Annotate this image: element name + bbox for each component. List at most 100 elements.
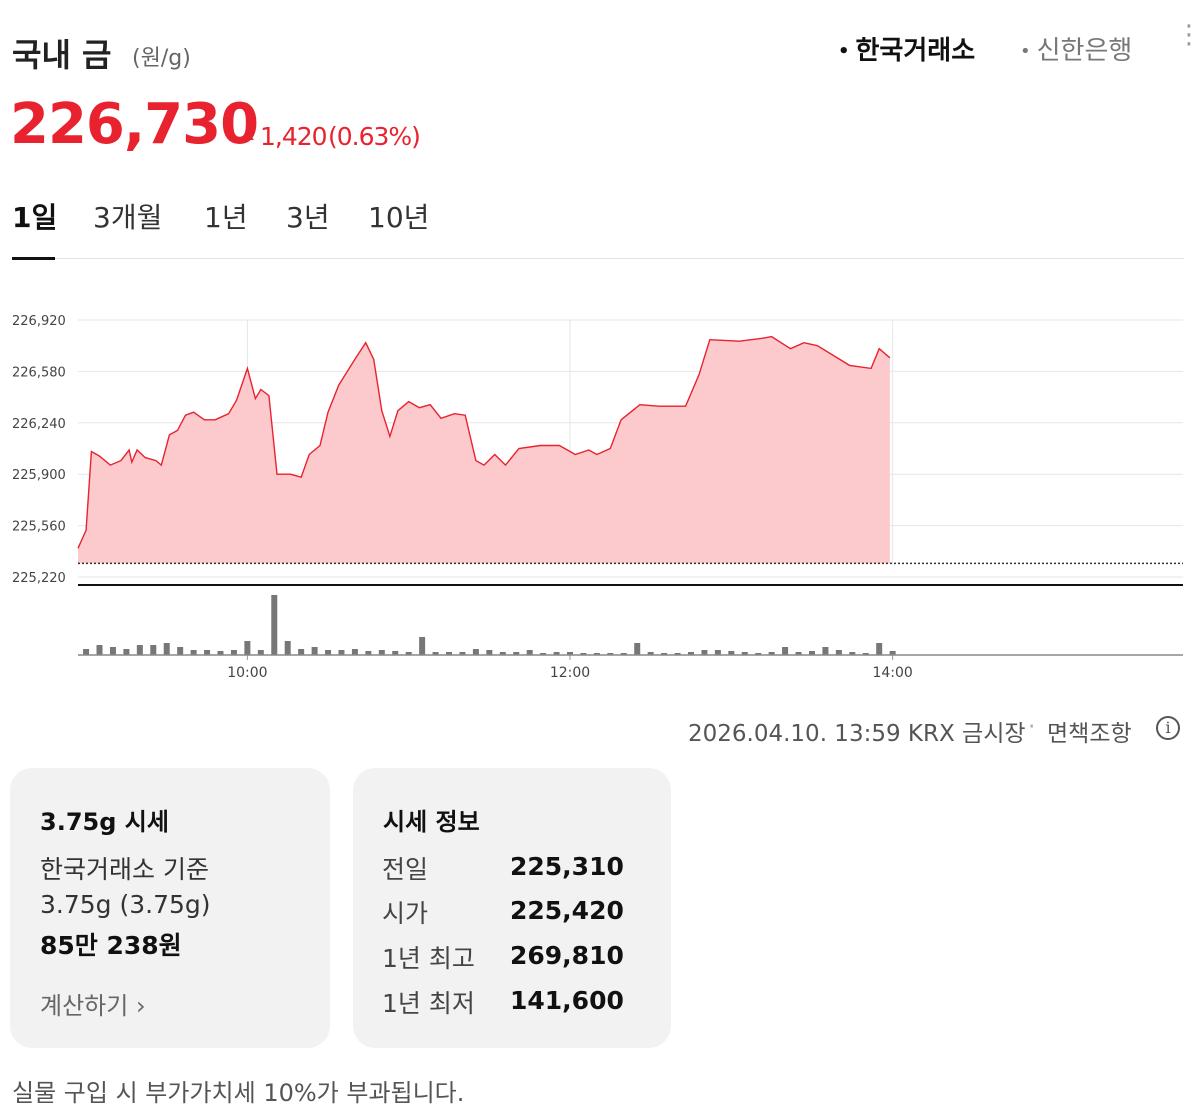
calc-link[interactable]: 계산하기 › [40,992,146,1020]
volume-bar [472,649,479,655]
volume-bar [83,649,90,655]
volume-bar [459,652,466,655]
volume-bar [311,647,318,655]
change-percent: (0.63%) [328,122,421,151]
price: 226,730 [10,92,259,157]
tab[interactable]: 10년 [368,201,430,234]
volume-bar [96,645,103,655]
tab[interactable]: 3년 [286,201,330,234]
volume-bar [177,647,184,655]
calc-text[interactable]: 계산하기 [40,992,129,1020]
volume-bar [338,650,345,655]
volume-bar [607,653,614,655]
volume-bar [540,653,547,655]
volume-bar [432,652,439,655]
volume-bar [150,645,157,655]
volume-bar [298,649,305,655]
volume-bar [244,641,251,655]
card-title: 3.75g 시세 [40,808,169,836]
volume-bar [526,650,533,655]
volume-bar [782,647,789,655]
x-tick-label: 10:00 [227,665,267,681]
row-value: 141,600 [510,986,624,1015]
volume-bar [580,653,587,655]
volume-bar [204,650,211,655]
tab[interactable]: 1년 [204,201,248,234]
volume-bar [284,641,291,655]
separator: · [1028,714,1036,740]
price-line [77,335,891,549]
unit: (원/g) [132,46,191,71]
volume-bar [499,652,506,655]
volume-bar [674,653,681,655]
tab-divider [12,258,1184,259]
row-label: 1년 최고 [382,944,475,973]
volume-bar [190,650,197,655]
card-text: 한국거래소 기준 [40,855,209,884]
volume-bar [661,653,668,655]
y-tick-label: 225,220 [12,571,66,586]
volume-bar [822,647,829,655]
volume-bar [889,651,896,655]
volume-bar [109,647,116,655]
row-label: 1년 최저 [382,989,475,1018]
volume-bar [795,652,802,655]
change: 1,420 [260,122,328,151]
y-tick-label: 225,900 [12,468,66,483]
x-tick-label: 14:00 [872,665,912,681]
volume-bar [392,651,399,655]
up-arrow [240,131,254,140]
tab[interactable]: 1일 [12,201,58,234]
volume-bar [768,652,775,655]
volume-bar [230,650,237,655]
timestamp: 2026.04.10. 13:59 KRX 금시장 [688,721,1026,747]
volume-bar [163,643,170,655]
volume-bar [835,650,842,655]
source-option[interactable]: 신한은행 [1020,30,1133,67]
disclaimer-link[interactable]: 면책조항 [1047,721,1132,747]
volume-bar [876,643,883,655]
row-label: 시가 [382,899,429,928]
card: 3.75g 시세 한국거래소 기준 3.75g (3.75g) 85만 238원… [10,768,330,1048]
tab-indicator [12,257,55,260]
x-tick-label: 12:00 [550,665,590,681]
volume-bar [755,653,762,655]
info-icon[interactable]: i [1156,716,1180,740]
volume-bar [136,645,143,655]
volume-bar [325,650,332,655]
volume-bar [714,650,721,655]
volume-bar [687,652,694,655]
card-title: 시세 정보 [383,808,480,836]
chart: 225,220 225,560 225,900 226,240 226,580 226,9… [12,314,1183,681]
volume-bar [486,650,493,655]
volume-bar [446,652,453,655]
source-option[interactable]: 한국거래소 [838,30,976,67]
y-tick-label: 225,560 [12,520,66,535]
volume-bar [378,650,385,655]
area-fill [78,336,890,564]
volume-bar [553,652,560,655]
row-value: 269,810 [510,941,624,970]
row-label: 전일 [382,855,429,884]
volume-bar [862,653,869,655]
volume-bar [741,652,748,655]
row-value: 225,310 [510,852,624,881]
card-text: 3.75g (3.75g) [40,890,211,919]
notice: 실물 구입 시 부가가치세 10%가 부과됩니다. [12,1079,465,1107]
volume-bar [849,652,856,655]
volume-bar [123,649,130,655]
volume-bar [351,649,358,655]
y-tick-label: 226,920 [12,314,66,329]
tab[interactable]: 3개월 [93,201,163,234]
card-value: 85만 238원 [40,931,182,960]
volume-bar [701,650,708,655]
volume-bar [634,643,641,655]
volume-bar [567,652,574,655]
volume-bar [620,653,627,655]
volume-bar [217,651,224,655]
card: 시세 정보 전일 225,310 시가 225,420 1년 최고 269,81… [353,768,671,1048]
title: 국내 금 [12,36,112,74]
row-value: 225,420 [510,896,624,925]
volume-bar [808,651,815,655]
y-tick-label: 226,580 [12,365,66,380]
